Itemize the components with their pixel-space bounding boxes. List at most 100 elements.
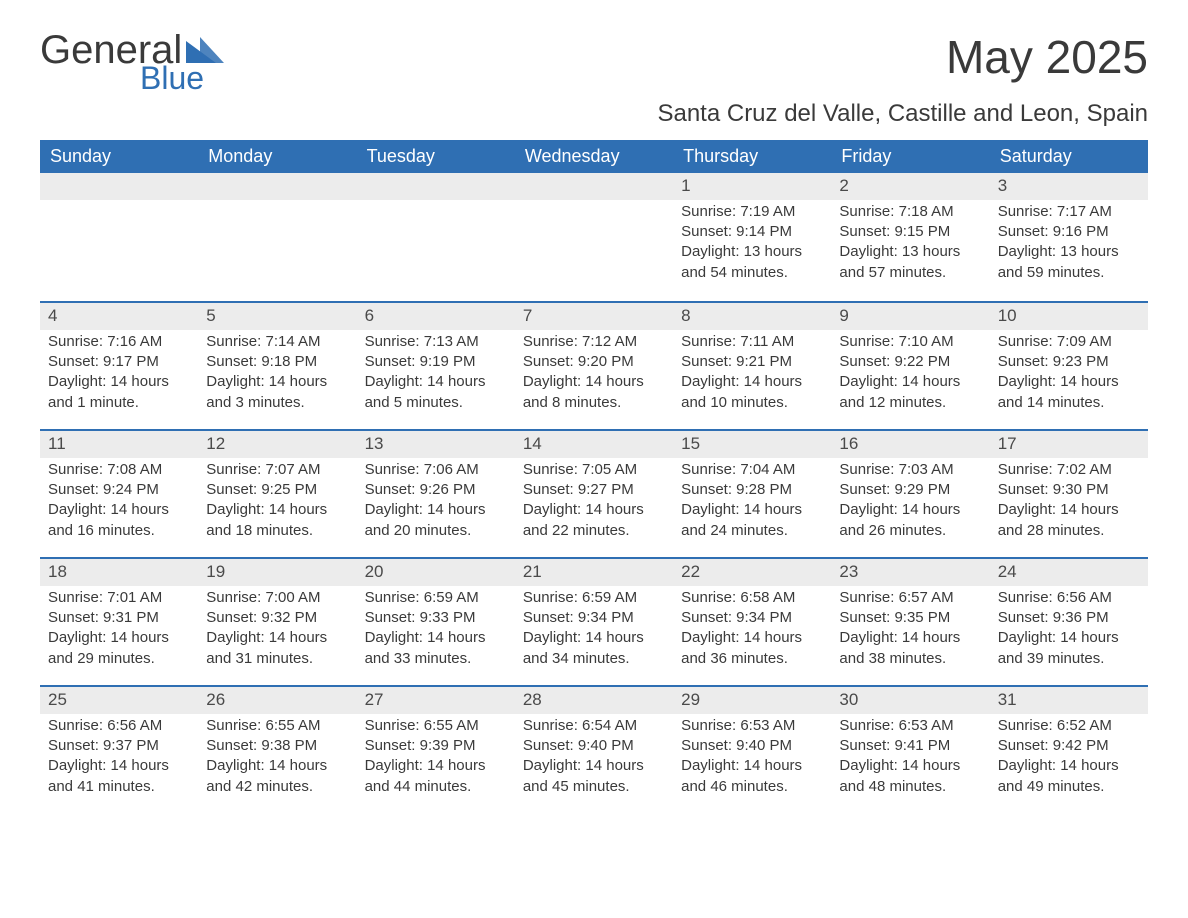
calendar-cell: 9Sunrise: 7:10 AMSunset: 9:22 PMDaylight… [831,301,989,429]
day-body: Sunrise: 7:08 AMSunset: 9:24 PMDaylight:… [40,458,198,547]
sunrise-line: Sunrise: 7:09 AM [998,332,1140,352]
calendar-cell: 30Sunrise: 6:53 AMSunset: 9:41 PMDayligh… [831,685,989,813]
sunset-line: Sunset: 9:21 PM [681,352,823,372]
calendar-table: Sunday Monday Tuesday Wednesday Thursday… [40,140,1148,813]
calendar-cell: 22Sunrise: 6:58 AMSunset: 9:34 PMDayligh… [673,557,831,685]
day-body: Sunrise: 6:56 AMSunset: 9:36 PMDaylight:… [990,586,1148,675]
sunset-line: Sunset: 9:40 PM [681,736,823,756]
calendar-cell [198,173,356,301]
calendar-cell: 24Sunrise: 6:56 AMSunset: 9:36 PMDayligh… [990,557,1148,685]
page-title: May 2025 [946,30,1148,84]
day-body: Sunrise: 6:56 AMSunset: 9:37 PMDaylight:… [40,714,198,803]
sunset-line: Sunset: 9:34 PM [523,608,665,628]
day-body: Sunrise: 7:06 AMSunset: 9:26 PMDaylight:… [357,458,515,547]
sunrise-line: Sunrise: 7:17 AM [998,202,1140,222]
sunrise-line: Sunrise: 7:12 AM [523,332,665,352]
sunrise-line: Sunrise: 7:16 AM [48,332,190,352]
sunrise-line: Sunrise: 6:56 AM [48,716,190,736]
sunset-line: Sunset: 9:20 PM [523,352,665,372]
calendar-cell: 21Sunrise: 6:59 AMSunset: 9:34 PMDayligh… [515,557,673,685]
daylight-line: Daylight: 14 hours and 46 minutes. [681,756,823,797]
sunset-line: Sunset: 9:32 PM [206,608,348,628]
calendar-cell: 15Sunrise: 7:04 AMSunset: 9:28 PMDayligh… [673,429,831,557]
calendar-cell: 25Sunrise: 6:56 AMSunset: 9:37 PMDayligh… [40,685,198,813]
col-header: Tuesday [357,140,515,173]
day-number: 28 [515,685,673,714]
calendar-cell: 11Sunrise: 7:08 AMSunset: 9:24 PMDayligh… [40,429,198,557]
sunset-line: Sunset: 9:41 PM [839,736,981,756]
day-number: 4 [40,301,198,330]
sunrise-line: Sunrise: 7:08 AM [48,460,190,480]
daylight-line: Daylight: 14 hours and 18 minutes. [206,500,348,541]
daylight-line: Daylight: 14 hours and 48 minutes. [839,756,981,797]
sunset-line: Sunset: 9:34 PM [681,608,823,628]
day-body: Sunrise: 6:53 AMSunset: 9:40 PMDaylight:… [673,714,831,803]
col-header: Saturday [990,140,1148,173]
daylight-line: Daylight: 14 hours and 10 minutes. [681,372,823,413]
calendar-cell: 16Sunrise: 7:03 AMSunset: 9:29 PMDayligh… [831,429,989,557]
day-number: 19 [198,557,356,586]
day-body: Sunrise: 7:03 AMSunset: 9:29 PMDaylight:… [831,458,989,547]
daylight-line: Daylight: 14 hours and 16 minutes. [48,500,190,541]
col-header: Thursday [673,140,831,173]
sunrise-line: Sunrise: 7:00 AM [206,588,348,608]
sunset-line: Sunset: 9:27 PM [523,480,665,500]
sunset-line: Sunset: 9:28 PM [681,480,823,500]
sunset-line: Sunset: 9:19 PM [365,352,507,372]
daylight-line: Daylight: 13 hours and 54 minutes. [681,242,823,283]
sunset-line: Sunset: 9:26 PM [365,480,507,500]
sunrise-line: Sunrise: 7:02 AM [998,460,1140,480]
daylight-line: Daylight: 14 hours and 3 minutes. [206,372,348,413]
sunrise-line: Sunrise: 6:53 AM [681,716,823,736]
calendar-week-row: 25Sunrise: 6:56 AMSunset: 9:37 PMDayligh… [40,685,1148,813]
sunset-line: Sunset: 9:33 PM [365,608,507,628]
day-number: 10 [990,301,1148,330]
daylight-line: Daylight: 14 hours and 36 minutes. [681,628,823,669]
calendar-week-row: 18Sunrise: 7:01 AMSunset: 9:31 PMDayligh… [40,557,1148,685]
day-body: Sunrise: 6:55 AMSunset: 9:38 PMDaylight:… [198,714,356,803]
sunset-line: Sunset: 9:40 PM [523,736,665,756]
col-header: Friday [831,140,989,173]
day-body: Sunrise: 7:18 AMSunset: 9:15 PMDaylight:… [831,200,989,289]
daylight-line: Daylight: 14 hours and 29 minutes. [48,628,190,669]
sunset-line: Sunset: 9:18 PM [206,352,348,372]
sunset-line: Sunset: 9:39 PM [365,736,507,756]
calendar-cell: 17Sunrise: 7:02 AMSunset: 9:30 PMDayligh… [990,429,1148,557]
daylight-line: Daylight: 14 hours and 41 minutes. [48,756,190,797]
sunrise-line: Sunrise: 6:53 AM [839,716,981,736]
day-body: Sunrise: 7:01 AMSunset: 9:31 PMDaylight:… [40,586,198,675]
day-number: 30 [831,685,989,714]
sunset-line: Sunset: 9:35 PM [839,608,981,628]
calendar-header-row: Sunday Monday Tuesday Wednesday Thursday… [40,140,1148,173]
brand-part2: Blue [140,62,224,94]
day-body: Sunrise: 6:52 AMSunset: 9:42 PMDaylight:… [990,714,1148,803]
sunrise-line: Sunrise: 7:10 AM [839,332,981,352]
brand-logo: General Blue [40,30,224,94]
daylight-line: Daylight: 14 hours and 38 minutes. [839,628,981,669]
day-number: 11 [40,429,198,458]
sunset-line: Sunset: 9:22 PM [839,352,981,372]
sunrise-line: Sunrise: 6:52 AM [998,716,1140,736]
sunrise-line: Sunrise: 6:55 AM [206,716,348,736]
calendar-cell [357,173,515,301]
sunset-line: Sunset: 9:16 PM [998,222,1140,242]
daylight-line: Daylight: 14 hours and 22 minutes. [523,500,665,541]
day-body: Sunrise: 7:11 AMSunset: 9:21 PMDaylight:… [673,330,831,419]
calendar-cell: 5Sunrise: 7:14 AMSunset: 9:18 PMDaylight… [198,301,356,429]
day-number: 9 [831,301,989,330]
calendar-cell: 6Sunrise: 7:13 AMSunset: 9:19 PMDaylight… [357,301,515,429]
calendar-cell: 31Sunrise: 6:52 AMSunset: 9:42 PMDayligh… [990,685,1148,813]
day-body: Sunrise: 6:59 AMSunset: 9:34 PMDaylight:… [515,586,673,675]
sunrise-line: Sunrise: 6:58 AM [681,588,823,608]
sunrise-line: Sunrise: 7:19 AM [681,202,823,222]
day-number: 14 [515,429,673,458]
day-number: 7 [515,301,673,330]
day-number: 12 [198,429,356,458]
daylight-line: Daylight: 14 hours and 8 minutes. [523,372,665,413]
calendar-week-row: 1Sunrise: 7:19 AMSunset: 9:14 PMDaylight… [40,173,1148,301]
day-body: Sunrise: 7:02 AMSunset: 9:30 PMDaylight:… [990,458,1148,547]
daylight-line: Daylight: 14 hours and 33 minutes. [365,628,507,669]
calendar-cell: 19Sunrise: 7:00 AMSunset: 9:32 PMDayligh… [198,557,356,685]
sunrise-line: Sunrise: 7:04 AM [681,460,823,480]
day-number: 27 [357,685,515,714]
